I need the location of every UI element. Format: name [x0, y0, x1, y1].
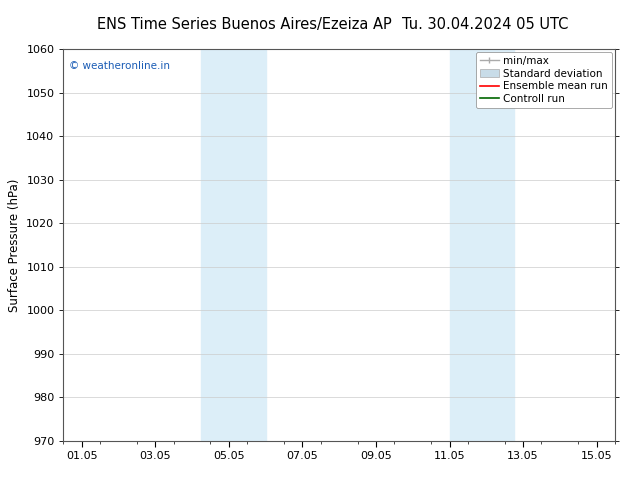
Text: ENS Time Series Buenos Aires/Ezeiza AP: ENS Time Series Buenos Aires/Ezeiza AP [97, 17, 391, 32]
Bar [202, 49, 266, 441]
Legend: min/max, Standard deviation, Ensemble mean run, Controll run: min/max, Standard deviation, Ensemble me… [476, 52, 612, 108]
Text: Tu. 30.04.2024 05 UTC: Tu. 30.04.2024 05 UTC [402, 17, 568, 32]
Text: © weatheronline.in: © weatheronline.in [69, 61, 170, 71]
Bar [450, 49, 514, 441]
Y-axis label: Surface Pressure (hPa): Surface Pressure (hPa) [8, 178, 21, 312]
